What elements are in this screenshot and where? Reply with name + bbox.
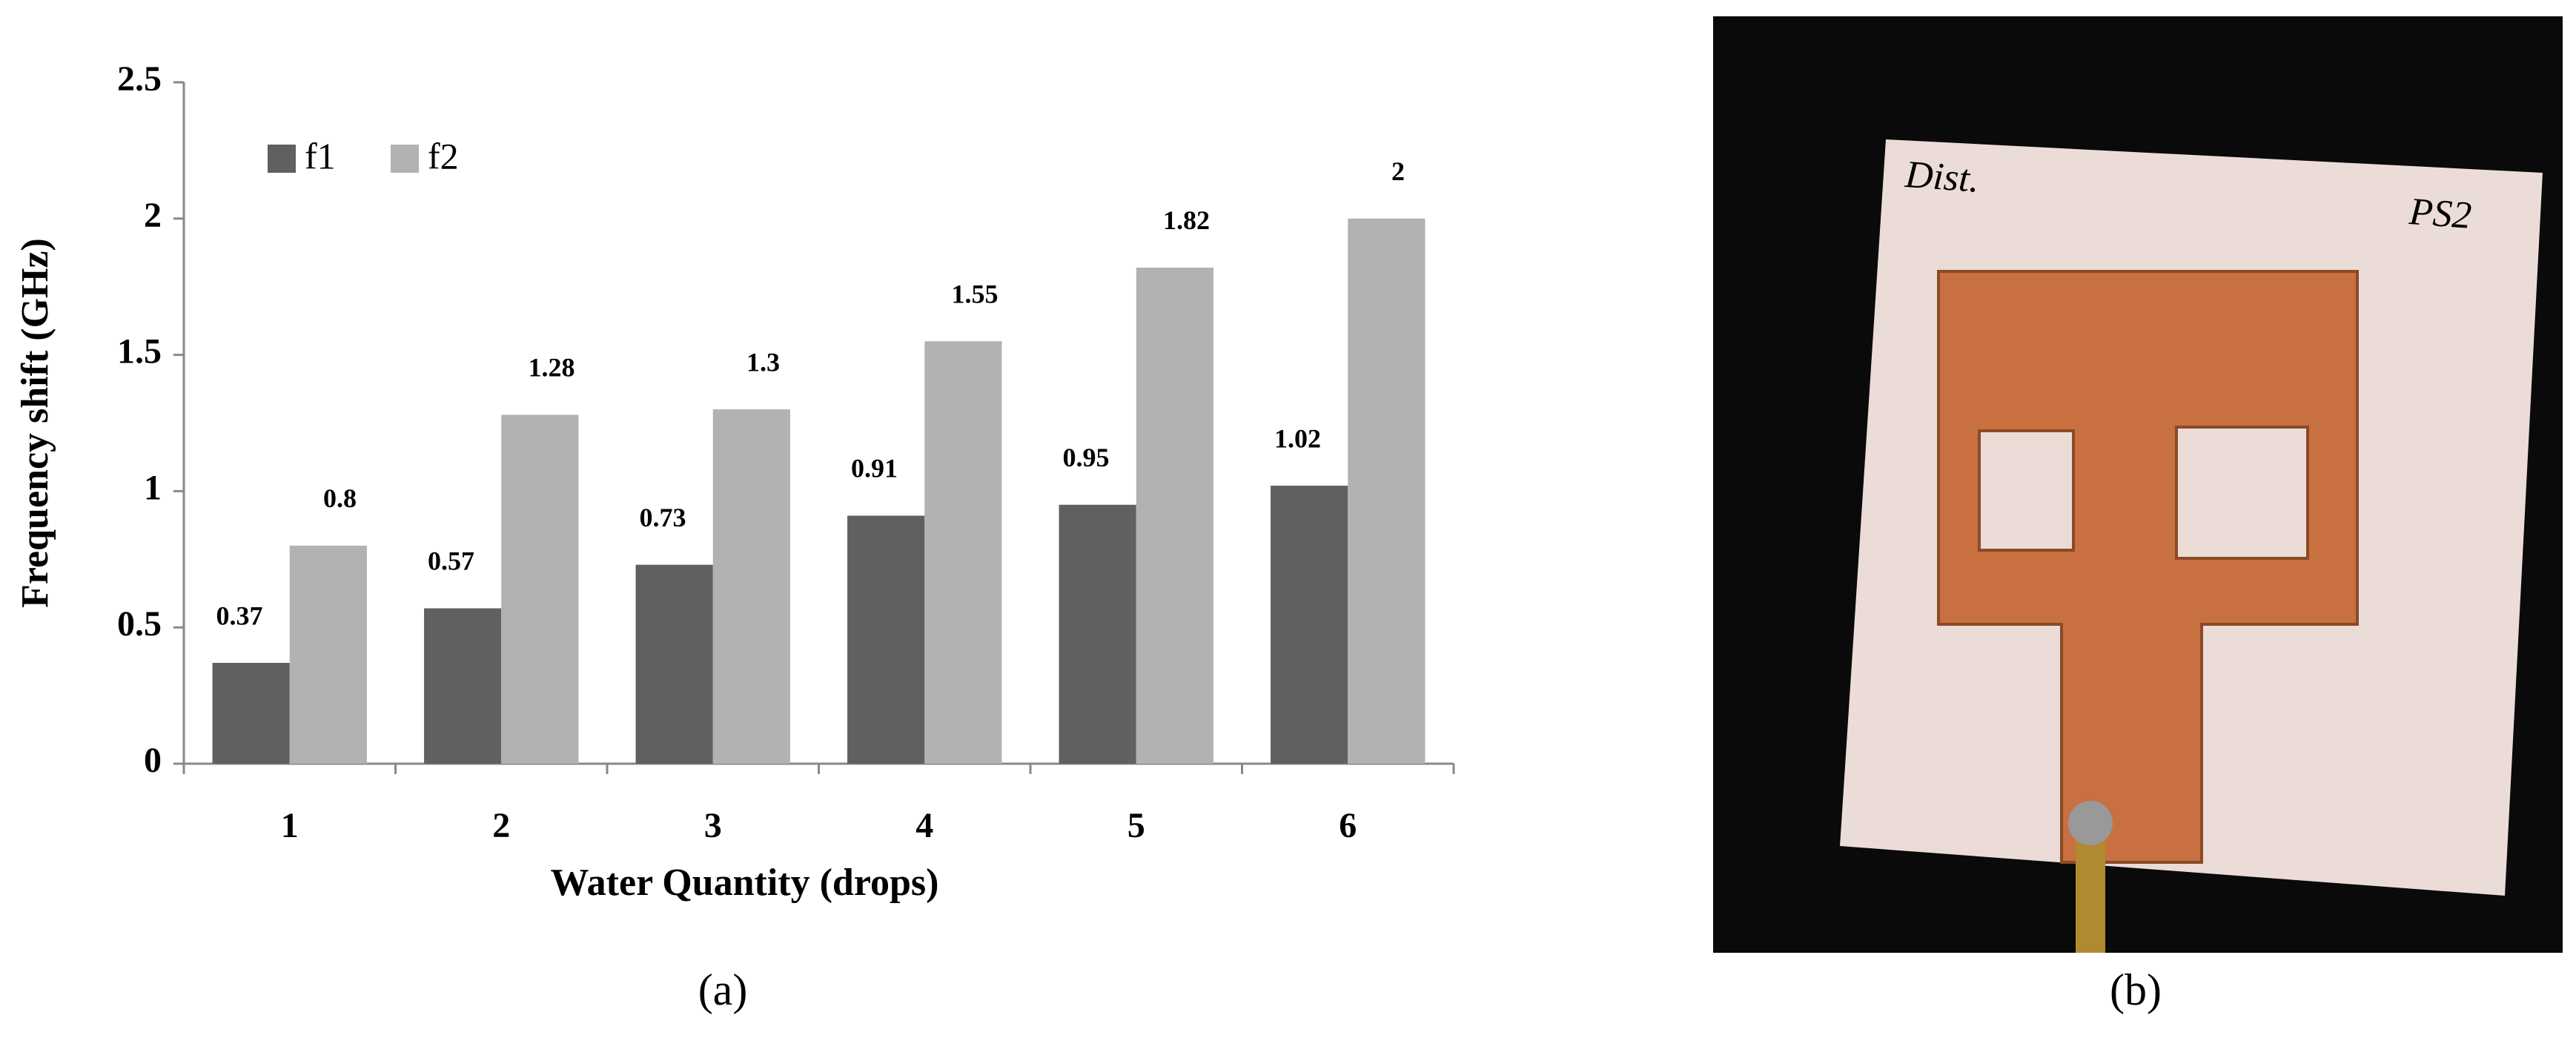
value-label: 1.55 xyxy=(951,279,998,308)
legend-swatch xyxy=(391,145,419,173)
y-tick-label: 2 xyxy=(144,196,162,235)
x-tick-label: 4 xyxy=(915,806,933,845)
copper-antenna xyxy=(1937,270,2359,864)
y-tick-label: 2.5 xyxy=(117,59,162,99)
value-label: 1.28 xyxy=(528,353,575,383)
value-label: 1.3 xyxy=(746,347,780,377)
x-tick-label: 5 xyxy=(1128,806,1145,845)
bar xyxy=(924,341,1002,764)
x-axis-title: Water Quantity (drops) xyxy=(551,862,939,904)
handwritten-label: PS2 xyxy=(2407,191,2473,237)
connector-head xyxy=(2068,801,2113,845)
handwritten-label: Dist. xyxy=(1903,153,1980,201)
value-label: 2 xyxy=(1391,156,1405,186)
bar xyxy=(289,545,367,764)
bar xyxy=(635,564,713,764)
bar xyxy=(712,409,790,764)
caption: (b) xyxy=(2110,965,2162,1014)
y-tick-label: 1.5 xyxy=(117,332,162,371)
value-label: 0.37 xyxy=(216,601,263,630)
value-label: 0.91 xyxy=(851,454,898,483)
y-tick-label: 0.5 xyxy=(117,604,162,644)
connector xyxy=(2076,838,2105,953)
value-label: 0.95 xyxy=(1063,443,1110,472)
legend-swatch xyxy=(268,145,296,173)
value-label: 1.82 xyxy=(1163,205,1210,235)
bar xyxy=(1136,267,1213,764)
bar xyxy=(1271,486,1348,764)
bar xyxy=(501,414,579,764)
value-label: 0.8 xyxy=(323,483,357,513)
x-tick-label: 6 xyxy=(1339,806,1357,845)
y-axis-title: Frequency shift (GHz) xyxy=(14,238,56,608)
legend-label: f1 xyxy=(305,135,336,176)
value-label: 0.73 xyxy=(640,503,686,532)
y-tick-label: 1 xyxy=(144,468,162,507)
x-tick-label: 1 xyxy=(281,806,299,845)
caption: (a) xyxy=(698,965,748,1014)
bar xyxy=(1059,504,1136,764)
x-tick-label: 3 xyxy=(704,806,722,845)
y-tick-label: 0 xyxy=(144,741,162,780)
x-tick-label: 2 xyxy=(492,806,510,845)
value-label: 0.57 xyxy=(428,546,474,576)
value-label: 1.02 xyxy=(1274,423,1321,453)
legend-label: f2 xyxy=(428,135,459,176)
bar xyxy=(212,662,290,764)
photo: Dist. PS2 xyxy=(1713,16,2563,953)
bar xyxy=(1348,218,1426,764)
bar xyxy=(424,608,502,764)
bar xyxy=(847,515,925,764)
